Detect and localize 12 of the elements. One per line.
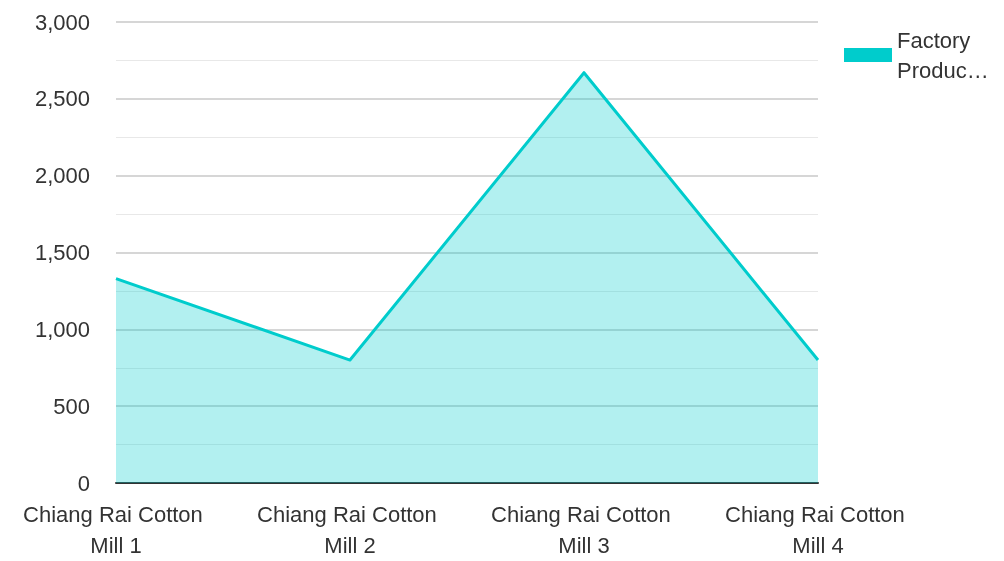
x-tick-label: Chiang Rai Cotton Mill 2 [257,502,443,558]
y-tick-label: 1,500 [34,240,90,265]
y-tick-label: 0 [77,470,90,496]
y-tick-label: 500 [53,393,90,419]
x-tick-label: Chiang Rai Cotton Mill 4 [725,502,911,558]
y-tick-label: 2,000 [34,163,90,189]
y-tick-label: 3,000 [34,9,90,35]
y-tick-label: 2,500 [34,86,90,112]
y-tick-label: 1,000 [34,316,90,342]
x-tick-label: Chiang Rai Cotton Mill 3 [491,502,677,558]
x-tick-label: Chiang Rai Cotton Mill 1 [23,502,209,558]
legend-label: Factory Produc… [897,27,989,83]
